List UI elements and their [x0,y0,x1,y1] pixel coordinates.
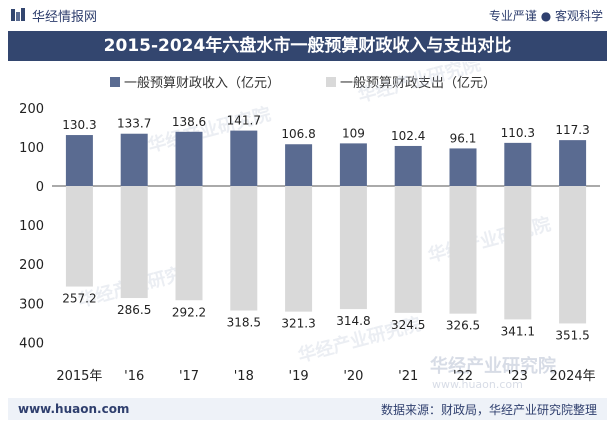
y-tick-label: 100 [19,141,44,156]
data-label-expense: 324.5 [391,318,425,332]
x-tick-label: '22 [453,369,473,384]
chart-title: 2015-2024年六盘水市一般预算财政收入与支出对比 [8,31,607,61]
data-label-income: 141.7 [227,114,261,128]
footer-url[interactable]: www.huaon.com [18,402,130,416]
legend-label-income: 一般预算财政收入（亿元） [124,75,280,91]
data-label-income: 138.6 [172,115,206,129]
data-label-expense: 257.2 [62,292,96,306]
legend-swatch-expense [326,77,336,87]
y-tick-label: 100 [19,219,44,234]
y-tick-label: 300 [19,297,44,312]
watermark-text: 华经产业研究院 [426,213,553,267]
legend-label-expense: 一般预算财政支出（亿元） [340,75,496,91]
top-bar: 华经情报网 专业严谨 ● 客观科学 [0,0,615,30]
data-label-expense: 318.5 [227,316,261,330]
x-tick-label: 2015年 [56,369,102,384]
bar-income [285,144,313,186]
bar-income [230,130,258,186]
bar-expense [65,186,93,287]
legend-swatch-income [110,77,120,87]
bar-expense [394,186,422,313]
bar-income [449,148,477,186]
bar-expense [504,186,532,320]
bar-chart: 一般预算财政收入（亿元） 一般预算财政支出（亿元）华经产业研究院华经产业研究院华经… [19,62,600,391]
x-tick-label: '19 [289,369,309,384]
brand-name: 华经情报网 [32,9,98,25]
data-label-income: 106.8 [281,127,315,141]
data-label-income: 133.7 [117,117,151,131]
data-label-expense: 341.1 [501,324,535,338]
data-label-income: 117.3 [555,123,589,137]
data-label-expense: 286.5 [117,303,151,317]
y-tick-label: 0 [36,180,44,195]
bar-expense [120,186,148,299]
bar-income [504,142,532,186]
bar-income [65,135,93,186]
bar-income [559,140,587,186]
bar-expense [230,186,258,311]
bar-expense [449,186,477,314]
y-tick-label: 400 [19,336,44,351]
bar-income [120,133,148,186]
x-tick-label: '21 [398,369,418,384]
data-label-expense: 292.2 [172,305,206,319]
data-label-expense: 351.5 [555,328,589,342]
y-tick-label: 200 [19,258,44,273]
bar-expense [559,186,587,324]
bar-expense [175,186,203,301]
footer-source: 数据来源：财政局，华经产业研究院整理 [380,402,597,417]
bar-expense [285,186,313,312]
x-tick-label: '23 [508,369,528,384]
bar-expense [339,186,367,310]
watermark-text: 华经产业研究院 [430,355,556,377]
bar-income [394,145,422,186]
data-label-expense: 314.8 [336,314,370,328]
x-tick-label: '20 [343,369,363,384]
brand-logo-icon [11,8,25,21]
watermark-url: www.huaon.com [432,378,523,391]
data-label-expense: 326.5 [446,319,480,333]
x-tick-label: 2024年 [550,369,596,384]
data-label-income: 96.1 [450,131,477,145]
bar-income [175,131,203,186]
x-tick-label: '17 [179,369,199,384]
data-label-expense: 321.3 [281,317,315,331]
header-tags: 专业严谨 ● 客观科学 [488,8,603,23]
footer: www.huaon.com 数据来源：财政局，华经产业研究院整理 [8,398,607,420]
bar-income [339,143,367,186]
data-label-income: 102.4 [391,129,425,143]
data-label-income: 130.3 [62,118,96,132]
y-tick-label: 200 [19,102,44,117]
x-tick-label: '16 [124,369,144,384]
data-label-income: 110.3 [501,126,535,140]
x-tick-label: '18 [234,369,254,384]
data-label-income: 109 [342,126,365,140]
brand[interactable]: 华经情报网 [10,6,97,25]
